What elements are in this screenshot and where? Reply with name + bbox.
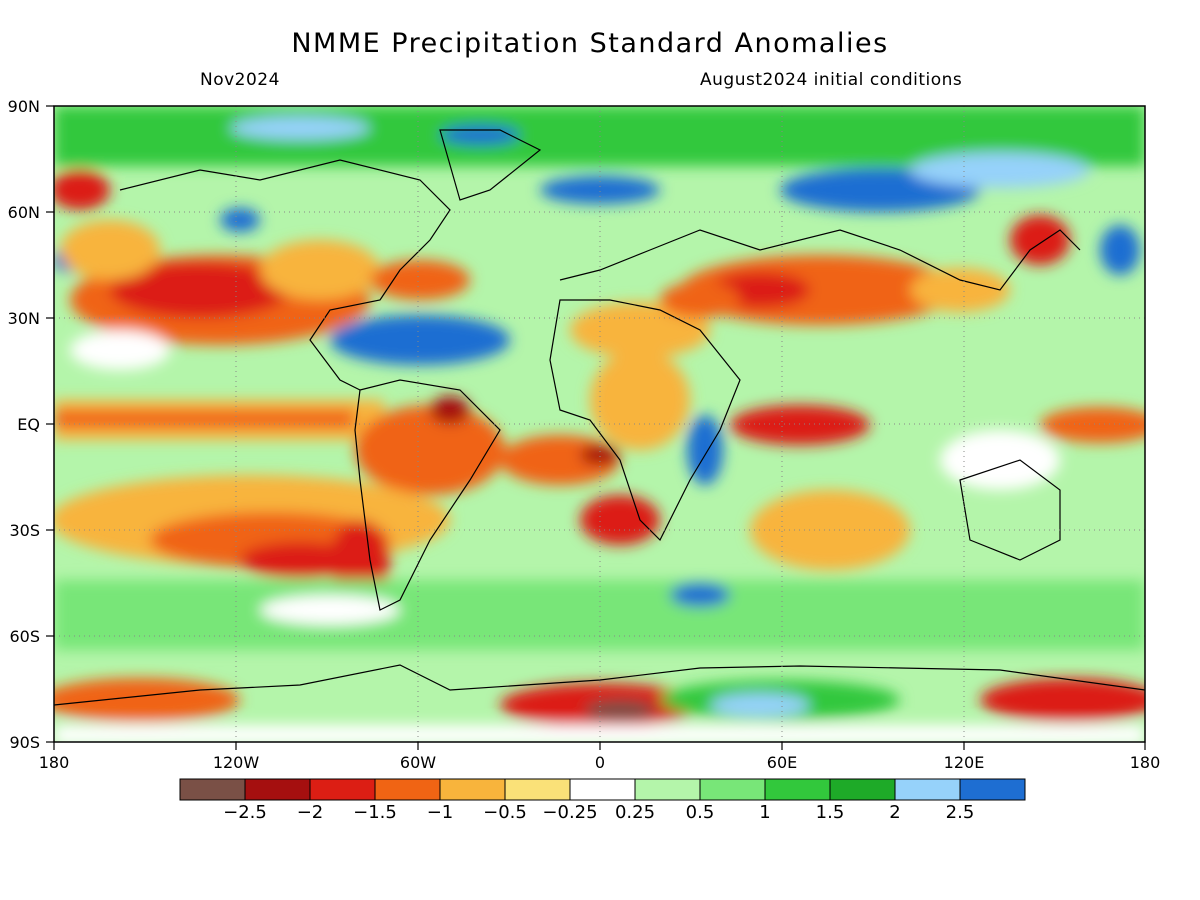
- latitude-labels: 90N 60N 30N EQ 30S 60S 90S: [8, 97, 40, 752]
- lat-label-90n: 90N: [8, 97, 40, 116]
- colorbar-label-10: 2: [889, 802, 900, 823]
- colorbar-label-2: −1.5: [353, 802, 397, 823]
- colorbar-swatch-0: [179, 778, 246, 801]
- graticule: [54, 106, 1145, 742]
- colorbar-label-8: 1: [759, 802, 770, 823]
- colorbar-swatch-11: [894, 778, 961, 801]
- colorbar-swatch-5: [504, 778, 571, 801]
- colorbar-swatch-7: [634, 778, 701, 801]
- axis-ticks: [46, 105, 1146, 750]
- colorbar-label-7: 0.5: [686, 802, 715, 823]
- colorbar-swatch-6: [569, 778, 636, 801]
- lon-label-120w: 120W: [213, 753, 260, 772]
- valid-month-label: Nov2024: [200, 70, 280, 90]
- colorbar-label-4: −0.5: [483, 802, 527, 823]
- colorbar-label-11: 2.5: [946, 802, 975, 823]
- colorbar-label-9: 1.5: [816, 802, 845, 823]
- lat-label-60s: 60S: [9, 627, 40, 646]
- lat-label-eq: EQ: [17, 415, 40, 434]
- colorbar-label-5: −0.25: [542, 802, 597, 823]
- lat-label-30s: 30S: [9, 521, 40, 540]
- colorbar-swatch-12: [959, 778, 1026, 801]
- colorbar-label-1: −2: [297, 802, 324, 823]
- map-plot-area: [54, 106, 1145, 742]
- lon-label-120e: 120E: [944, 753, 985, 772]
- colorbar-swatch-4: [439, 778, 506, 801]
- lat-label-90s: 90S: [9, 733, 40, 752]
- colorbar-swatch-3: [374, 778, 441, 801]
- colorbar-swatch-10: [829, 778, 896, 801]
- lat-label-60n: 60N: [8, 203, 40, 222]
- colorbar-label-3: −1: [427, 802, 454, 823]
- init-conditions-label: August2024 initial conditions: [700, 70, 963, 90]
- longitude-labels: 180 120W 60W 0 60E 120E 180: [39, 753, 1161, 772]
- coastlines: [54, 129, 1145, 706]
- colorbar: −2.5 −2 −1.5 −1 −0.5 −0.25 0.25 0.5 1 1.5 2 2.5: [179, 778, 1026, 823]
- colorbar-swatch-2: [309, 778, 376, 801]
- lon-label-180-west: 180: [39, 753, 70, 772]
- lon-label-60e: 60E: [767, 753, 797, 772]
- lon-label-0: 0: [595, 753, 605, 772]
- colorbar-label-6: 0.25: [615, 802, 655, 823]
- colorbar-swatch-9: [764, 778, 831, 801]
- lon-label-180-east: 180: [1130, 753, 1161, 772]
- colorbar-label-0: −2.5: [223, 802, 267, 823]
- chart-title: NMME Precipitation Standard Anomalies: [291, 28, 889, 59]
- lat-label-30n: 30N: [8, 309, 40, 328]
- colorbar-swatch-8: [699, 778, 766, 801]
- colorbar-swatch-1: [244, 778, 311, 801]
- lon-label-60w: 60W: [400, 753, 436, 772]
